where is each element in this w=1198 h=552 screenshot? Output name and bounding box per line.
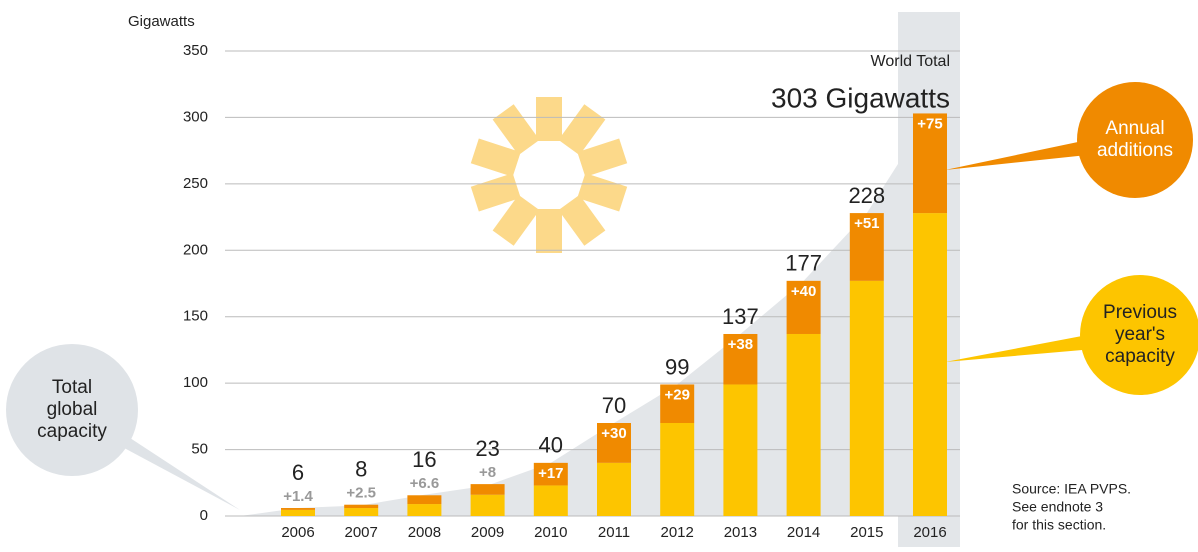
bar-segment (597, 423, 631, 463)
x-tick-label: 2009 (471, 524, 504, 541)
bar-segment (849, 213, 884, 281)
source: See endnote 3 (1012, 499, 1103, 515)
bar-segment (786, 280, 821, 334)
bar-segment (533, 485, 568, 516)
bar-segment (913, 113, 947, 214)
sun-ray (492, 194, 540, 246)
sun-ray (470, 173, 521, 212)
total-label: 70 (602, 393, 626, 418)
value-label: +38 (728, 336, 753, 353)
x-tick-label: 2008 (408, 524, 441, 541)
legend-label: Total global capacity (37, 377, 107, 442)
value-label: +75 (917, 115, 942, 132)
value-label: +51 (854, 215, 879, 232)
callout-bubble (6, 344, 138, 476)
value-label: +1.4 (283, 488, 313, 505)
sun-ray (558, 194, 606, 246)
bar-segment (660, 423, 695, 516)
bar-segment (281, 509, 315, 516)
value-label: +6.6 (410, 475, 440, 492)
y-tick-label: 0 (200, 507, 208, 524)
x-tick-label: 2012 (661, 524, 694, 541)
value-label: +8 (479, 464, 496, 481)
bar-segment (281, 508, 315, 510)
total-label: 177 (785, 251, 822, 276)
source: for this section. (1012, 517, 1106, 533)
total-label: 40 (539, 433, 563, 458)
value-label: +17 (538, 465, 563, 482)
bar-segment (407, 504, 442, 516)
bar-segment (344, 508, 379, 516)
x-tick-label: 2016 (913, 524, 946, 541)
annotation: World Total (871, 53, 950, 70)
y-tick-label: 100 (183, 374, 208, 391)
x-tick-label: 2006 (281, 524, 314, 541)
bar-segment (407, 495, 442, 505)
bar-segment (723, 333, 758, 385)
y-axis-label: Gigawatts (128, 13, 195, 30)
source: Source: IEA PVPS. (1012, 481, 1131, 497)
bar-segment (344, 504, 379, 509)
x-tick-label: 2011 (598, 524, 630, 541)
total-label: 6 (292, 460, 304, 485)
y-tick-label: 150 (183, 308, 208, 325)
sun-ray (536, 97, 562, 141)
value-label: +30 (601, 425, 626, 442)
legend-label: Previous year's capacity (1103, 302, 1177, 367)
total-label: 8 (355, 457, 367, 482)
total-label: 228 (848, 183, 885, 208)
value-label: +40 (791, 283, 816, 300)
bar-segment (660, 384, 695, 423)
sun-icon (470, 97, 628, 253)
sun-ray (536, 209, 562, 253)
total-label: 23 (475, 436, 499, 461)
bar-segment (533, 462, 568, 486)
y-tick-label: 250 (183, 175, 208, 192)
total-label: 99 (665, 354, 689, 379)
bar-segment (849, 280, 884, 516)
x-tick-label: 2013 (724, 524, 757, 541)
x-tick-label: 2007 (345, 524, 378, 541)
value-label: +29 (664, 386, 689, 403)
total-label: 303 Gigawatts (771, 82, 950, 113)
total-label: 137 (722, 304, 759, 329)
y-tick-label: 300 (183, 108, 208, 125)
y-tick-label: 200 (183, 241, 208, 258)
bar-segment (723, 384, 758, 516)
sun-ray (470, 138, 521, 177)
bar-segment (597, 462, 631, 516)
x-tick-label: 2014 (787, 524, 820, 541)
bar-segment (786, 333, 821, 516)
y-tick-label: 350 (183, 42, 208, 59)
sun-ray (577, 138, 628, 177)
total-label: 16 (412, 447, 436, 472)
x-tick-label: 2010 (534, 524, 567, 541)
total-area (240, 113, 947, 516)
bar-segment (913, 213, 947, 517)
y-tick-label: 50 (191, 441, 208, 458)
callout-bubble (1080, 275, 1198, 395)
bar-segment (470, 494, 505, 516)
legend-label: Annual additions (1097, 118, 1173, 161)
x-tick-label: 2015 (850, 524, 883, 541)
bar-segment (470, 484, 505, 495)
value-label: +2.5 (346, 485, 376, 502)
callout-bubble (1077, 82, 1193, 198)
sun-ray (577, 173, 628, 212)
